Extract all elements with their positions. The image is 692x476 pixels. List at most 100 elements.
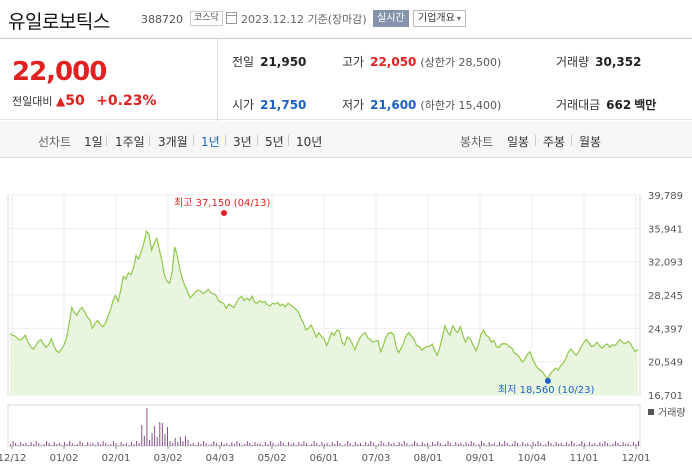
- volume-bar: [568, 444, 570, 446]
- volume-bar: [609, 445, 611, 446]
- volume-bar: [71, 443, 73, 446]
- volume-bar: [92, 443, 94, 446]
- volume-bar: [148, 440, 150, 446]
- volume-bar: [213, 441, 215, 446]
- volume-bar: [197, 442, 199, 446]
- volume-bar: [20, 442, 22, 446]
- change-line: 전일대비 ▲50 +0.23%: [12, 93, 157, 109]
- high-label: 최고 37,150 (04/13): [174, 197, 270, 209]
- volume-bar: [398, 442, 400, 446]
- tab-3m[interactable]: 3개월: [158, 135, 188, 149]
- volume-bar: [107, 445, 109, 446]
- realtime-button[interactable]: 실시간: [373, 10, 409, 27]
- volume-bar: [203, 441, 205, 446]
- volume-bar: [578, 444, 580, 446]
- volume-bar: [128, 445, 130, 446]
- volume-bar: [58, 443, 60, 446]
- company-info-dropdown[interactable]: 기업개요 ▾: [413, 10, 466, 27]
- tab-1w[interactable]: 1주일: [115, 135, 145, 149]
- volume-bar: [599, 442, 601, 446]
- y-tick-label: 28,245: [648, 291, 683, 302]
- volume-bar: [607, 443, 609, 446]
- tab-weekly[interactable]: 주봉: [543, 135, 566, 149]
- volume-bar: [542, 445, 544, 446]
- volume-bar: [223, 444, 225, 446]
- volume-bar: [290, 444, 292, 446]
- volume-bar: [452, 445, 454, 446]
- volume-bar: [565, 442, 567, 446]
- x-tick-label: 09/01: [466, 453, 495, 464]
- volume-bar: [496, 445, 498, 446]
- tab-1d[interactable]: 1일: [84, 135, 103, 149]
- volume-bar: [596, 445, 598, 446]
- volume-bar: [221, 442, 223, 446]
- volume-bar: [293, 443, 295, 446]
- volume-bar: [208, 445, 210, 446]
- tab-3y[interactable]: 3년: [233, 135, 252, 149]
- line-chart-label: 선차트: [38, 135, 72, 149]
- volume-bar: [76, 444, 78, 446]
- volume-bar: [305, 443, 307, 446]
- high-value: 22,050: [370, 55, 417, 69]
- stock-code: 388720: [141, 13, 183, 26]
- volume-bar: [560, 443, 562, 446]
- y-tick-label: 16,701: [648, 391, 683, 402]
- volume-bar: [517, 443, 519, 446]
- volume-bar: [424, 444, 426, 446]
- volume-bar: [401, 444, 403, 446]
- company-info-label: 기업개요: [418, 13, 455, 24]
- tab-10y[interactable]: 10년: [296, 135, 323, 149]
- high-label: 고가: [342, 55, 365, 69]
- volume-bar: [228, 445, 230, 446]
- volume-bar: [481, 441, 482, 446]
- volume-bar: [100, 444, 102, 446]
- tab-separator: [257, 135, 258, 146]
- x-tick-label: 02/01: [102, 453, 131, 464]
- stock-header: 유일로보틱스 388720 코스닥 2023.12.12 기준(장마감) 실시간…: [0, 0, 692, 38]
- volume-bar: [172, 443, 174, 446]
- volume-bar: [504, 441, 506, 446]
- volume-bar: [12, 441, 14, 446]
- volume-bar: [426, 443, 428, 446]
- volume-bar: [195, 445, 197, 446]
- volume-bar: [316, 443, 318, 446]
- volume-bar: [43, 444, 45, 446]
- volume-bar: [638, 441, 639, 446]
- volume-bar: [365, 442, 367, 446]
- volume-bar: [105, 443, 107, 446]
- volume-bar: [455, 442, 457, 446]
- price-line: [9, 229, 639, 380]
- volume-bar: [632, 442, 634, 446]
- tab-separator: [149, 135, 150, 146]
- x-tick-label: 05/02: [258, 453, 287, 464]
- tab-separator: [193, 135, 194, 146]
- tab-monthly[interactable]: 월봉: [579, 135, 602, 149]
- volume-bar: [179, 437, 181, 446]
- volume-bar: [300, 444, 302, 446]
- volume-bar: [406, 443, 408, 446]
- volume-bar: [563, 445, 565, 446]
- volume-bar: [249, 443, 251, 446]
- volume-bar: [159, 422, 161, 446]
- volume-bar: [280, 441, 282, 446]
- trade-value-unit: 백만: [634, 98, 657, 112]
- volume-bar: [56, 444, 58, 446]
- volume-value: 30,352: [595, 55, 642, 69]
- volume-bar: [64, 442, 66, 446]
- tab-1y[interactable]: 1년: [201, 135, 220, 149]
- prev-close-value: 21,950: [260, 55, 307, 69]
- volume-bar: [378, 444, 380, 446]
- market-badge: 코스닥: [190, 11, 223, 26]
- tab-5y[interactable]: 5년: [265, 135, 284, 149]
- tab-daily[interactable]: 일봉: [507, 135, 530, 149]
- volume-bar: [277, 444, 279, 446]
- volume-bar: [532, 442, 534, 446]
- volume-bar: [120, 442, 122, 446]
- volume-bar: [241, 445, 243, 446]
- dropdown-arrow-icon: ▾: [456, 14, 461, 23]
- volume-bar: [594, 443, 596, 446]
- volume-bar: [393, 443, 395, 446]
- volume-bar: [571, 441, 573, 446]
- volume-bar: [133, 444, 135, 446]
- volume-bar: [187, 440, 189, 446]
